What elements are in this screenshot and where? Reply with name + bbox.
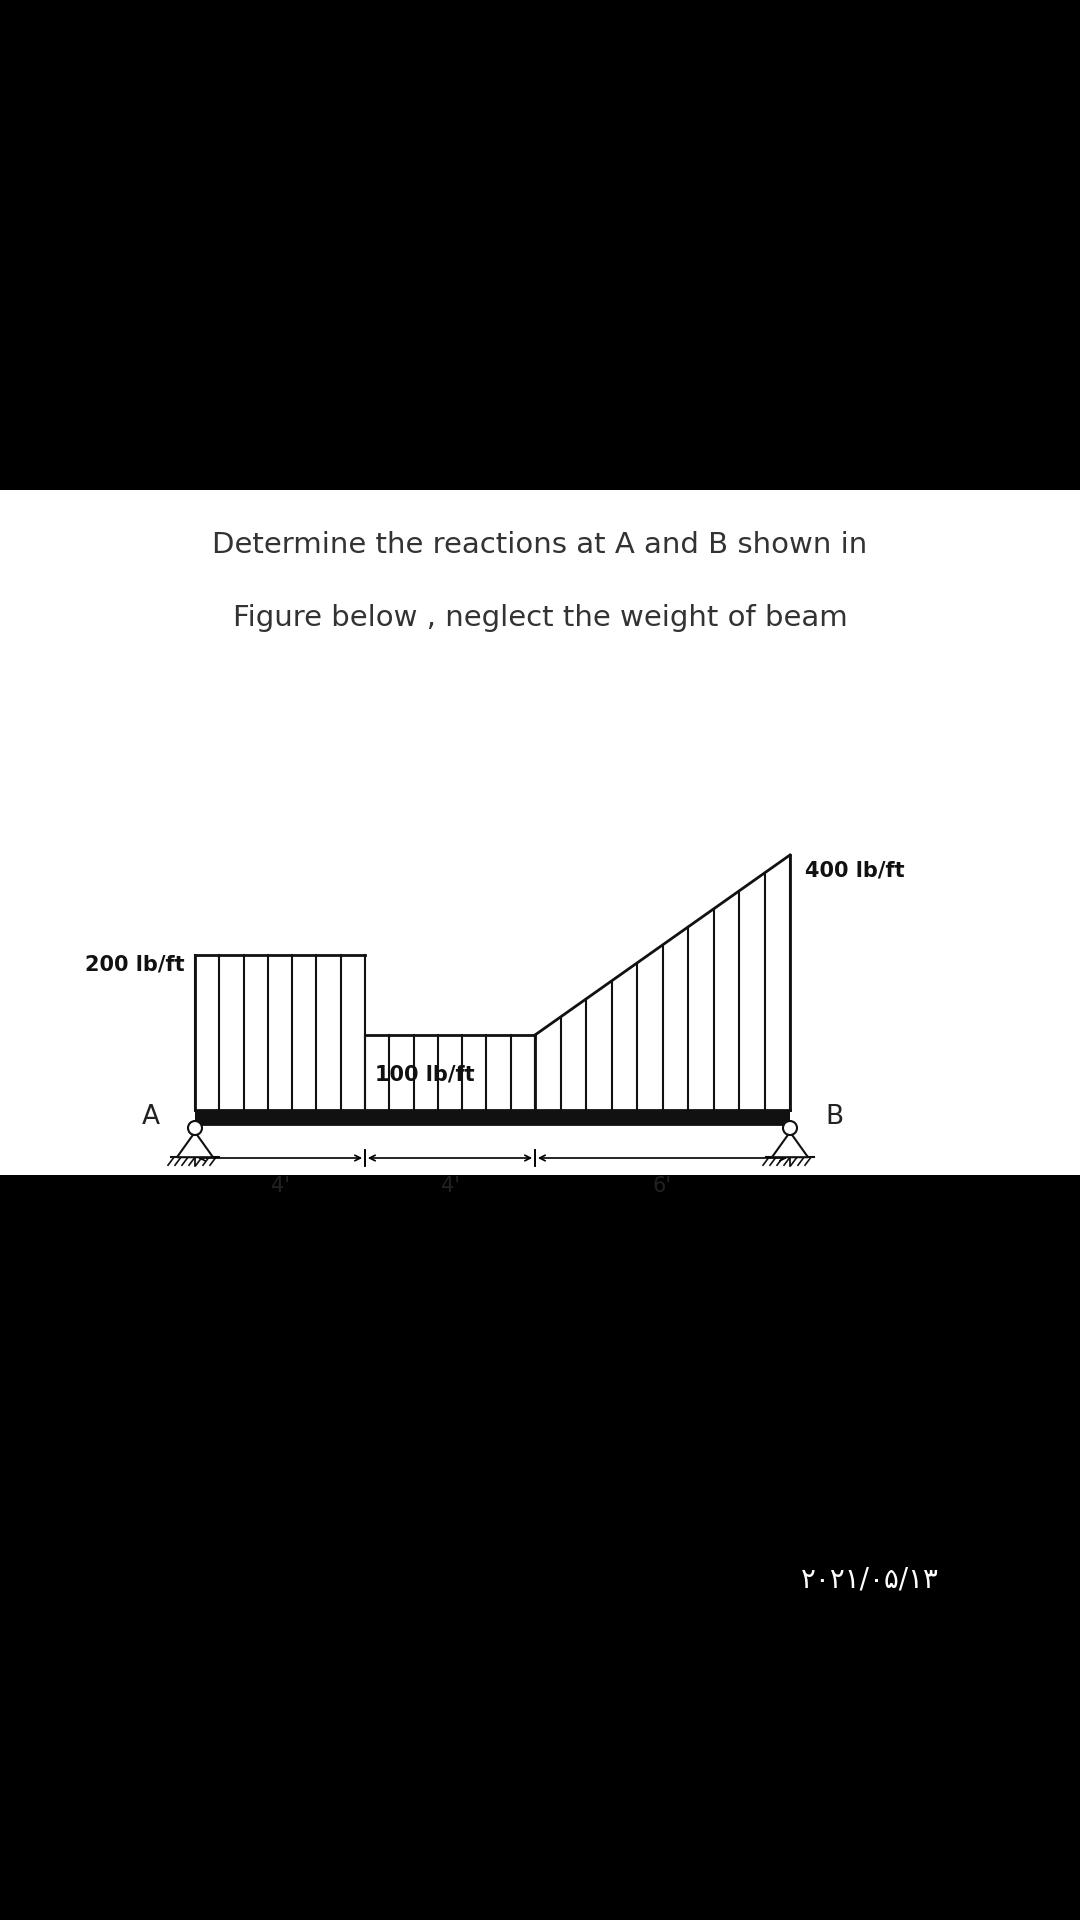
Text: A: A bbox=[141, 1104, 160, 1131]
Text: ۲۰۲۱/۰۵/۱۳: ۲۰۲۱/۰۵/۱۳ bbox=[801, 1567, 939, 1594]
Text: 200 lb/ft: 200 lb/ft bbox=[85, 954, 185, 975]
Text: 4': 4' bbox=[441, 1175, 459, 1196]
Text: Figure below , neglect the weight of beam: Figure below , neglect the weight of bea… bbox=[232, 605, 848, 632]
Bar bbox=[0, 490, 1080, 1175]
Polygon shape bbox=[772, 1133, 808, 1158]
Bar bbox=[195, 1110, 789, 1123]
Text: 4': 4' bbox=[270, 1175, 289, 1196]
Polygon shape bbox=[177, 1133, 213, 1158]
Text: B: B bbox=[825, 1104, 843, 1131]
Text: 400 lb/ft: 400 lb/ft bbox=[805, 860, 905, 879]
Circle shape bbox=[188, 1121, 202, 1135]
Text: 100 lb/ft: 100 lb/ft bbox=[375, 1066, 474, 1085]
Text: 6': 6' bbox=[653, 1175, 672, 1196]
Circle shape bbox=[783, 1121, 797, 1135]
Text: Determine the reactions at A and B shown in: Determine the reactions at A and B shown… bbox=[213, 532, 867, 559]
